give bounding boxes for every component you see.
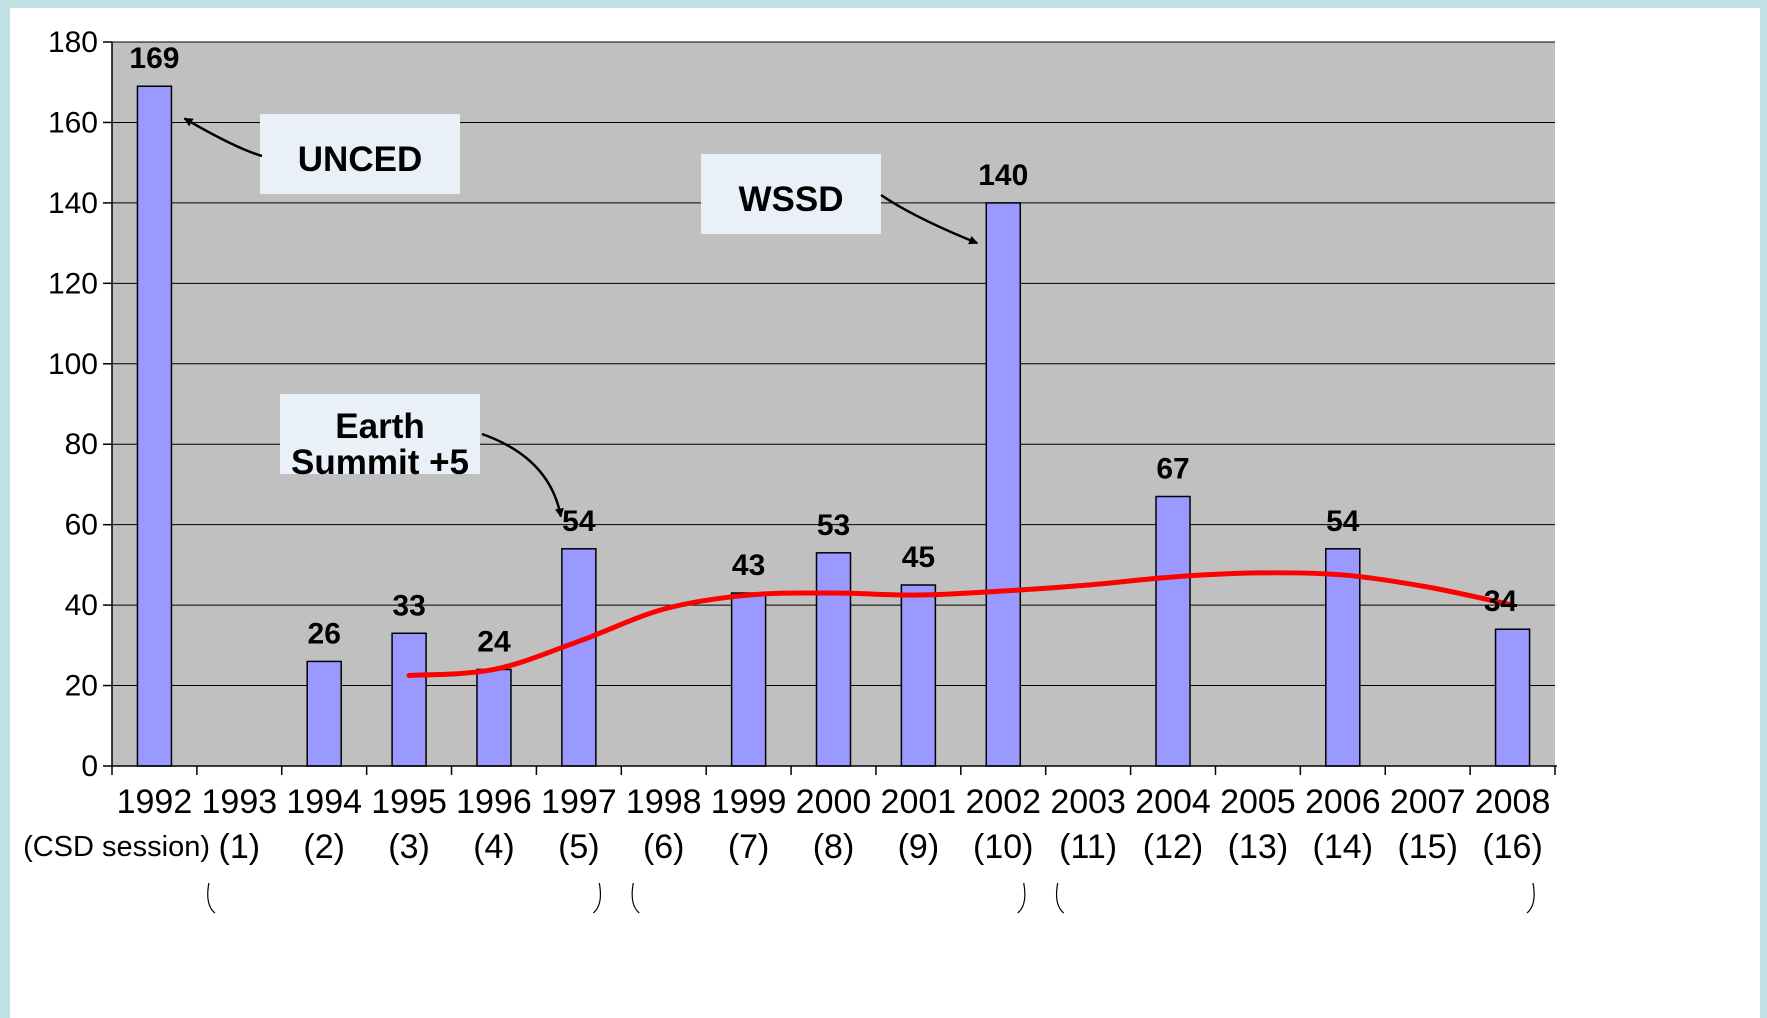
data-labels: 169 26 33 24 54 43 53 45 140 67 54 34	[129, 42, 1517, 658]
bar-1992	[136, 85, 173, 767]
session-label: (12)	[1143, 828, 1203, 866]
x-tick-label: 2006	[1305, 783, 1381, 821]
session-label: (2)	[303, 828, 345, 866]
session-label: (1)	[219, 828, 261, 866]
period-brace	[631, 882, 1026, 914]
trend-line-group	[406, 570, 1516, 678]
annotation-text: Earth	[335, 407, 424, 446]
bar-2006	[1325, 548, 1361, 767]
session-label: (6)	[643, 828, 685, 866]
annotation-box	[280, 394, 480, 474]
x-tick-label: 1994	[286, 783, 362, 821]
y-tick-label: 160	[48, 106, 98, 139]
annotation-text: WSSD	[739, 180, 844, 219]
x-tick-label: 2007	[1390, 783, 1466, 821]
trend-line	[406, 570, 1516, 678]
annotation-arrow	[183, 117, 263, 158]
x-tick-label: 2001	[881, 783, 957, 821]
bar-2001	[900, 584, 937, 767]
y-tick-label: 20	[65, 670, 98, 703]
x-tick-label: 1992	[117, 783, 193, 821]
annotation-box	[701, 154, 881, 234]
bar-1999	[730, 592, 767, 767]
y-tick-label: 100	[48, 348, 98, 381]
session-label: (13)	[1228, 828, 1288, 866]
x-tick-label: 1996	[456, 783, 532, 821]
session-label: (5)	[558, 828, 600, 866]
y-tick-label: 140	[48, 187, 98, 220]
x-tick-label: 2008	[1475, 783, 1551, 821]
x-tick-label: 2002	[965, 783, 1041, 821]
bar-1995	[391, 632, 427, 767]
bar-2008	[1494, 628, 1531, 767]
session-label: (16)	[1482, 828, 1542, 866]
data-label: 169	[129, 42, 179, 75]
bar-2000	[815, 552, 852, 767]
session-label: (8)	[813, 828, 855, 866]
x-tick-label: 1999	[711, 783, 787, 821]
data-label: 33	[392, 589, 425, 622]
y-tick-label: 80	[65, 428, 98, 461]
x-axis-tick-labels: 1992 1993 1994 1995 1996 1997 1998 1999 2000 2001…	[117, 783, 1551, 821]
x-tick-label: 1997	[541, 783, 617, 821]
x-tick-label: 2005	[1220, 783, 1296, 821]
data-label: 140	[978, 159, 1028, 192]
annotation-text: UNCED	[298, 140, 422, 179]
bar-2002	[985, 202, 1022, 767]
data-label: 43	[732, 549, 765, 582]
data-label: 54	[562, 505, 596, 538]
bar-2004	[1155, 495, 1191, 767]
data-label: 24	[477, 625, 511, 658]
annotation-arrow	[880, 193, 979, 245]
period-braces	[207, 882, 1535, 914]
x-tick-label: 2003	[1050, 783, 1126, 821]
session-label: (11)	[1059, 828, 1117, 866]
data-label: 45	[902, 541, 935, 574]
y-axis-tick-labels: 0 20 40 60 80 100 120 140 160 180	[48, 26, 98, 783]
bars	[136, 85, 1531, 767]
x-tick-label: 1998	[626, 783, 702, 821]
period-brace	[207, 882, 602, 914]
annotation-box	[260, 114, 460, 194]
session-label: (4)	[473, 828, 515, 866]
y-tick-label: 60	[65, 509, 98, 542]
data-label: 26	[308, 617, 341, 650]
x-tick-label: 1993	[202, 783, 278, 821]
annotation-arrow	[481, 432, 564, 518]
x-tick-label: 1995	[371, 783, 447, 821]
session-labels: (CSD session) (1) (2) (3) (4) (5) (6) (7) (8) (9)…	[23, 828, 1543, 866]
y-tick-label: 120	[48, 267, 98, 300]
y-tick-label: 180	[48, 26, 98, 59]
x-tick-label: 2000	[796, 783, 872, 821]
data-label: 34	[1484, 585, 1518, 618]
data-label: 67	[1156, 453, 1189, 486]
bar-1996	[476, 668, 512, 767]
y-tick-label: 0	[81, 750, 98, 783]
data-label: 54	[1326, 505, 1360, 538]
bar-1997	[561, 548, 597, 767]
annotation-text: Summit +5	[291, 443, 469, 482]
data-label: 53	[817, 509, 850, 542]
y-tick-label: 40	[65, 589, 98, 622]
bar-1994	[306, 660, 342, 767]
session-label: (15)	[1397, 828, 1457, 866]
session-label: (3)	[388, 828, 430, 866]
session-label: (14)	[1313, 828, 1373, 866]
period-brace	[1055, 882, 1535, 914]
x-tick-label: 2004	[1135, 783, 1211, 821]
axes	[103, 41, 1557, 775]
session-axis-title: (CSD session)	[23, 831, 210, 863]
session-label: (9)	[898, 828, 940, 866]
session-label: (10)	[973, 828, 1033, 866]
session-label: (7)	[728, 828, 770, 866]
chart-frame: 0 20 40 60 80 100 120 140 160 180 1992 1993 1994 199…	[10, 8, 1760, 1018]
